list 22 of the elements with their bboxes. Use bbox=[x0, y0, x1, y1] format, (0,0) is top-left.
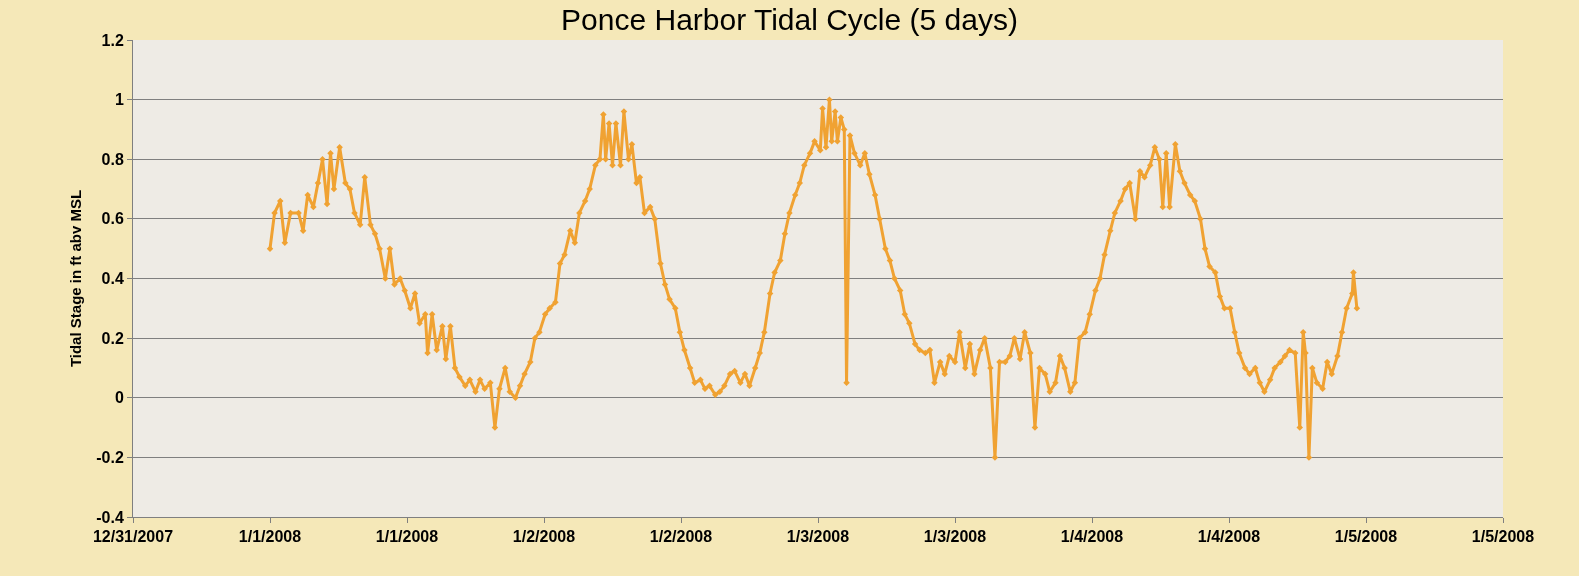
chart-title: Ponce Harbor Tidal Cycle (5 days) bbox=[561, 2, 1018, 36]
x-tick-label: 1/2/2008 bbox=[649, 528, 713, 546]
x-tick-label: 12/31/2007 bbox=[92, 528, 174, 546]
x-tick-label: 1/4/2008 bbox=[1197, 528, 1261, 546]
y-tick-label: -0.2 bbox=[96, 448, 124, 466]
x-tick-label: 1/3/2008 bbox=[786, 528, 850, 546]
x-tick-label: 1/1/2008 bbox=[375, 528, 439, 546]
x-tick-label: 1/3/2008 bbox=[923, 528, 987, 546]
y-axis-title: Tidal Stage in ft abv MSL bbox=[67, 189, 85, 368]
y-tick-label: -0.4 bbox=[96, 508, 124, 526]
x-tick-label: 1/5/2008 bbox=[1334, 528, 1398, 546]
y-tick-label: 0 bbox=[114, 389, 124, 407]
y-tick-label: 0.8 bbox=[101, 150, 124, 168]
y-tick-label: 1 bbox=[114, 91, 124, 109]
x-tick-label: 1/5/2008 bbox=[1471, 528, 1535, 546]
y-tick-label: 0.4 bbox=[101, 270, 124, 288]
x-tick-label: 1/1/2008 bbox=[238, 528, 302, 546]
y-tick-label: 0.6 bbox=[101, 210, 124, 228]
x-tick-label: 1/4/2008 bbox=[1060, 528, 1124, 546]
x-tick-label: 1/2/2008 bbox=[512, 528, 576, 546]
y-tick-label: 1.2 bbox=[101, 31, 124, 49]
y-tick-label: 0.2 bbox=[101, 329, 124, 347]
